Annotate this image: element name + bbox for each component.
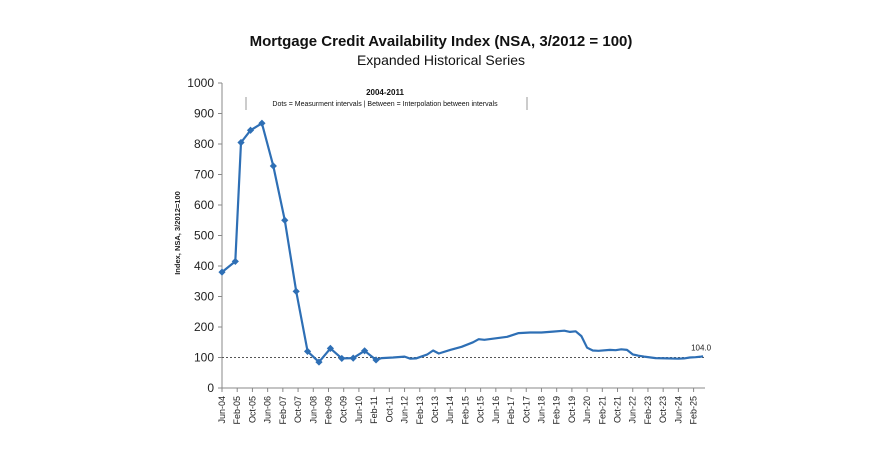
x-tick-label: Jun-12 xyxy=(400,396,410,424)
y-tick-label: 100 xyxy=(194,351,214,365)
x-tick-label: Oct-07 xyxy=(293,396,303,423)
y-tick-label: 400 xyxy=(194,259,214,273)
y-axis-label: Index, NSA, 3/2012=100 xyxy=(173,191,182,275)
annotation-title: 2004-2011 xyxy=(366,88,404,97)
data-point-marker xyxy=(281,216,289,224)
x-tick-label: Oct-11 xyxy=(384,396,394,422)
data-point-marker xyxy=(258,119,266,127)
x-tick-label: Oct-09 xyxy=(339,396,349,423)
x-axis-ticks: Jun-04 Feb-05 Oct-05 Jun-06 Feb-07 Oct-07 Jun-… xyxy=(217,388,699,425)
x-tick-label: Oct-19 xyxy=(567,396,577,423)
annotation-text: Dots = Measurment intervals | Between = … xyxy=(272,101,498,108)
x-tick-label: Oct-13 xyxy=(430,396,440,423)
data-point-marker xyxy=(237,138,245,147)
data-point-marker xyxy=(218,268,226,276)
series-line xyxy=(221,122,704,364)
data-point-marker xyxy=(269,162,277,170)
y-tick-label: 900 xyxy=(194,107,214,121)
x-tick-label: Feb-19 xyxy=(552,396,562,425)
data-point-marker xyxy=(292,287,300,295)
y-tick-label: 300 xyxy=(194,290,214,304)
x-tick-label: Jun-06 xyxy=(263,396,273,424)
x-tick-label: Jun-18 xyxy=(536,396,546,424)
data-point-marker xyxy=(349,354,357,362)
y-tick-label: 600 xyxy=(194,198,214,212)
y-axis-ticks: 0 100 200 300 400 500 600 700 800 900 1000 xyxy=(187,76,222,395)
x-tick-label: Oct-23 xyxy=(658,396,668,423)
y-tick-label: 1000 xyxy=(187,76,214,90)
x-tick-label: Feb-21 xyxy=(597,396,607,425)
y-tick-label: 500 xyxy=(194,229,214,243)
x-tick-label: Feb-13 xyxy=(415,396,425,425)
chart-subtitle: Expanded Historical Series xyxy=(357,52,525,68)
data-point-marker xyxy=(303,347,312,355)
y-tick-label: 0 xyxy=(207,381,214,395)
x-tick-label: Jun-08 xyxy=(308,396,318,424)
data-point-marker xyxy=(326,344,334,352)
x-tick-label: Oct-05 xyxy=(247,396,257,423)
x-tick-label: Feb-17 xyxy=(506,396,516,425)
x-tick-label: Jun-14 xyxy=(445,396,455,424)
x-tick-label: Jun-10 xyxy=(354,396,364,424)
x-tick-label: Jun-16 xyxy=(491,396,501,424)
y-tick-label: 200 xyxy=(194,320,214,334)
x-tick-label: Feb-11 xyxy=(369,396,379,424)
data-point-marker xyxy=(338,354,346,363)
data-point-marker xyxy=(246,126,255,134)
x-tick-label: Feb-07 xyxy=(278,396,288,425)
chart-title: Mortgage Credit Availability Index (NSA,… xyxy=(250,33,633,50)
x-tick-label: Feb-09 xyxy=(323,396,333,425)
x-tick-label: Jun-04 xyxy=(217,396,227,424)
y-tick-label: 800 xyxy=(194,137,214,151)
x-tick-label: Feb-05 xyxy=(232,396,242,425)
end-value-label: 104.0 xyxy=(691,343,712,352)
x-tick-label: Jun-24 xyxy=(673,396,683,424)
series-markers xyxy=(218,119,380,366)
x-tick-label: Oct-15 xyxy=(476,396,486,423)
data-point-marker xyxy=(361,347,369,355)
x-tick-label: Oct-21 xyxy=(613,396,623,423)
x-tick-label: Feb-23 xyxy=(643,396,653,425)
x-tick-label: Feb-15 xyxy=(460,396,470,425)
data-point-marker xyxy=(231,257,239,266)
y-tick-label: 700 xyxy=(194,168,214,182)
x-tick-label: Oct-17 xyxy=(521,396,531,423)
x-tick-label: Jun-22 xyxy=(628,396,638,424)
annotation-2004-2011: 2004-2011 Dots = Measurment intervals | … xyxy=(245,88,528,110)
x-tick-label: Feb-25 xyxy=(689,396,699,425)
data-point-marker xyxy=(315,358,323,366)
x-tick-label: Jun-20 xyxy=(582,396,592,424)
data-point-marker xyxy=(372,356,380,364)
